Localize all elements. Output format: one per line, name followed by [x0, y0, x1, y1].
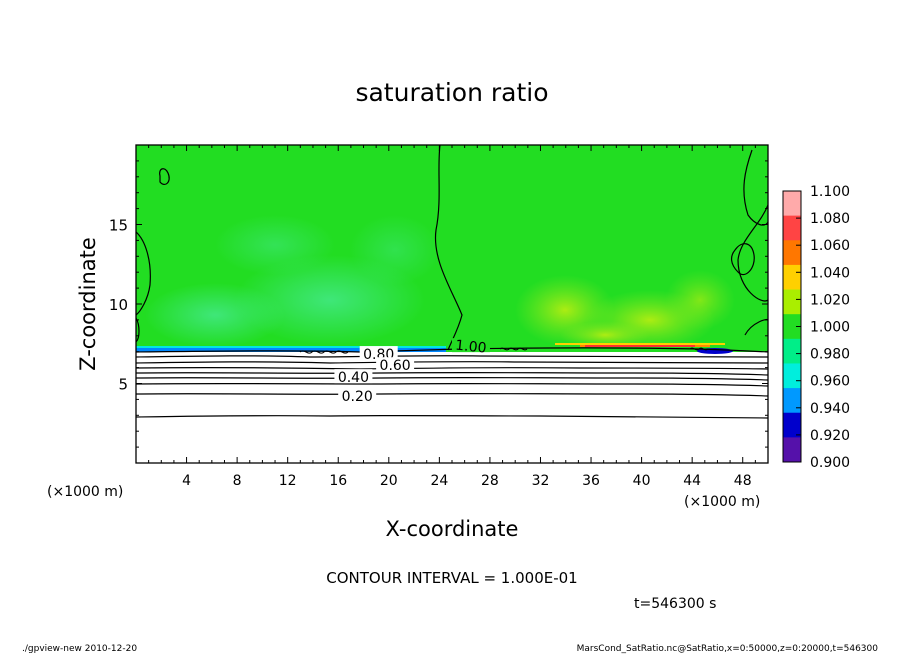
time-annotation: t=546300 s: [634, 596, 716, 612]
pale-green-region-4: [350, 215, 440, 285]
x-tick-label: 8: [233, 473, 242, 489]
contour-line-1.00-left: [136, 231, 151, 316]
contour-line-1.00-vertical: [434, 145, 463, 351]
footer-right: MarsCond_SatRatio.nc@SatRatio,x=0:50000,…: [577, 644, 879, 654]
contour-label-bg: [359, 346, 398, 361]
x-axis-label: X-coordinate: [386, 517, 519, 541]
colorbar: 1.100 1.080 1.060 1.040 1.020 1.000 0.980 0.960…: [782, 184, 850, 471]
contour-wiggle-3: [689, 347, 709, 351]
cloud-base-wiggles: [299, 347, 709, 354]
colorbar-segment: [783, 264, 801, 291]
cloud-base-blue-band-left: [136, 348, 446, 352]
x-tick-label: 44: [683, 473, 701, 489]
x-tick-label: 16: [329, 473, 347, 489]
y-axis-label: Z-coordinate: [76, 237, 100, 371]
x-tick-label: 48: [734, 473, 752, 489]
colorbar-label: 1.000: [810, 320, 850, 336]
contour-label: 0.40: [338, 370, 369, 386]
contour-wiggle-1: [299, 350, 349, 354]
plot-area: 1.000.800.600.400.20: [136, 145, 768, 463]
contour-line-0.90: [136, 355, 768, 358]
chart-title: saturation ratio: [355, 78, 548, 107]
colorbar-segment: [783, 314, 801, 340]
x-axis-unit-right: (×1000 m): [684, 494, 760, 510]
contour-line-0.80: [136, 360, 768, 364]
subsaturated-region: [136, 352, 768, 463]
x-tick-label: 36: [582, 473, 600, 489]
x-axis-unit-left: (×1000 m): [47, 484, 123, 500]
contour-line-1.00-right: [737, 204, 768, 302]
contour-line-1.00-closed-1: [159, 168, 170, 185]
x-tick-label: 20: [380, 473, 398, 489]
footer-left: ./gpview-new 2010-12-20: [22, 644, 137, 654]
yellow-green-region-3: [665, 270, 735, 330]
contour-label: 0.20: [342, 389, 373, 405]
x-tick-label: 40: [633, 473, 651, 489]
colorbar-segment: [783, 191, 801, 217]
contour-label-bg: [376, 357, 415, 372]
colorbar-label: 1.100: [810, 184, 850, 200]
colorbar-label: 0.960: [810, 374, 850, 390]
x-tick-label: 24: [430, 473, 448, 489]
colorbar-segment: [783, 437, 801, 463]
x-tick-label: 32: [532, 473, 550, 489]
contour-label-bg: [338, 388, 377, 403]
colorbar-label: 1.020: [810, 292, 850, 308]
contour-labels: 1.000.800.600.400.20: [334, 338, 490, 405]
x-axis: 4 8 12 16 20 24 28 32 36 40 44 48: [148, 145, 756, 489]
x-tick-label: 28: [481, 473, 499, 489]
cloud-base-cyan-band-left: [136, 346, 446, 348]
contour-line-0.40: [136, 382, 768, 387]
contour-interval-text: CONTOUR INTERVAL = 1.000E-01: [326, 569, 577, 587]
contour-line-0.60: [136, 371, 768, 376]
x-tick-label: 12: [279, 473, 297, 489]
contour-line-0.20: [136, 414, 768, 419]
y-tick-label: 15: [109, 217, 128, 235]
contour-label: 0.60: [380, 358, 411, 374]
colorbar-label: 0.900: [810, 455, 850, 471]
contour-wiggle-2: [499, 347, 528, 351]
colorbar-segment: [783, 363, 801, 389]
colorbar-segment: [783, 289, 801, 315]
x-tick-label: 4: [182, 473, 191, 489]
colorbar-label: 1.040: [810, 265, 850, 281]
y-tick-label: 5: [118, 376, 128, 394]
contour-line-1.00-closed-2: [731, 243, 755, 276]
colorbar-label: 1.060: [810, 238, 850, 254]
contour-line-0.70: [136, 366, 768, 370]
contour-label-bg: [451, 338, 490, 353]
contour-line-0.30: [136, 392, 768, 397]
y-tick-label: 10: [109, 296, 128, 314]
colorbar-segment: [783, 412, 801, 438]
cloud-base-yellow-band: [555, 343, 725, 345]
colorbar-segment: [783, 240, 801, 266]
cloud-base-red-band: [585, 345, 695, 347]
y-axis: 5 10 15: [109, 160, 768, 448]
colorbar-label: 0.920: [810, 428, 850, 444]
colorbar-segment: [783, 338, 801, 364]
colorbar-label: 0.940: [810, 401, 850, 417]
contour-lines: [136, 145, 768, 419]
contour-label-bg: [334, 369, 373, 384]
colorbar-segment: [783, 388, 801, 414]
yellow-green-region-4: [560, 321, 650, 349]
colorbar-label: 1.080: [810, 211, 850, 227]
colorbar-label: 0.980: [810, 347, 850, 363]
colorbar-segment: [783, 215, 801, 241]
pale-green-region-3: [215, 215, 335, 275]
contour-label: 1.00: [455, 338, 488, 357]
contour-line-0.50: [136, 376, 768, 381]
